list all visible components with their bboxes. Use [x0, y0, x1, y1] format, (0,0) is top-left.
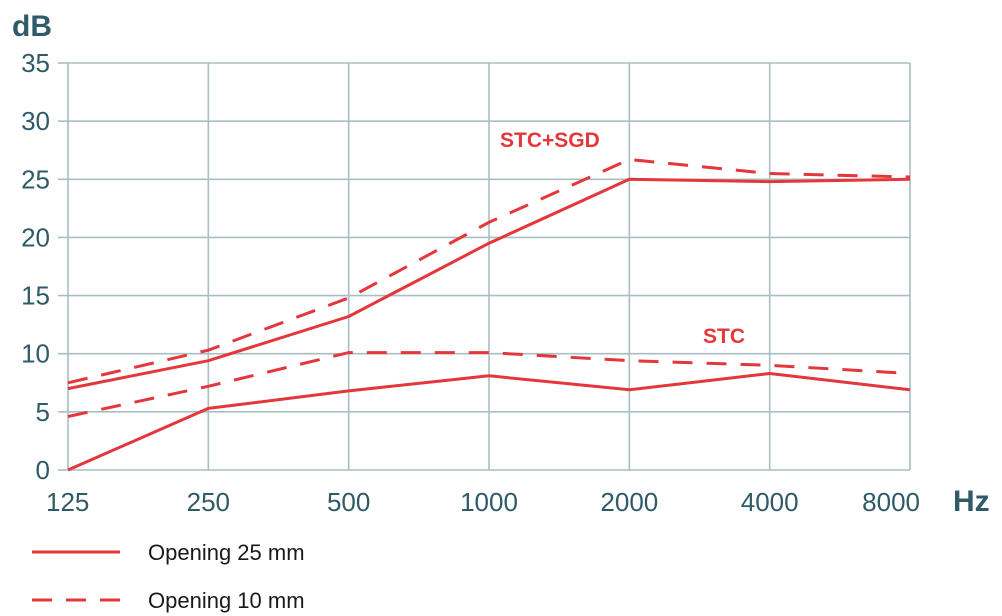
x-tick-label: 4000 — [741, 487, 799, 517]
legend: Opening 25 mm Opening 10 mm — [32, 540, 305, 613]
y-tick-label: 5 — [36, 397, 50, 427]
y-tick-label: 0 — [36, 455, 50, 485]
x-axis-unit: Hz — [953, 485, 990, 518]
y-axis-unit: dB — [12, 10, 52, 43]
series-line-stc-opening-25mm — [67, 372, 911, 472]
y-tick-labels: 0 5 10 15 20 25 30 35 — [21, 48, 50, 485]
x-tick-label: 2000 — [600, 487, 658, 517]
y-tick-label: 20 — [21, 222, 50, 252]
y-tick-label: 10 — [21, 339, 50, 369]
series-line-stc-sgd-opening-10mm — [67, 158, 911, 385]
x-tick-label: 500 — [327, 487, 370, 517]
legend-label-opening-10: Opening 10 mm — [148, 588, 305, 613]
y-tick-label: 35 — [21, 48, 50, 78]
x-tick-labels: 125 250 500 1000 2000 4000 8000 — [46, 487, 920, 517]
annotation-stc: STC — [703, 325, 745, 348]
y-tick-label: 30 — [21, 106, 50, 136]
grid — [58, 62, 911, 471]
series-line-stc-opening-10mm — [67, 351, 911, 418]
x-tick-label: 250 — [187, 487, 230, 517]
legend-label-opening-25: Opening 25 mm — [148, 540, 305, 565]
series-line-stc-sgd-opening-25mm — [67, 177, 911, 391]
x-tick-label: 125 — [46, 487, 89, 517]
annotation-stc-sgd: STC+SGD — [500, 129, 600, 152]
y-tick-label: 25 — [21, 164, 50, 194]
x-tick-label: 8000 — [862, 487, 920, 517]
x-tick-label: 1000 — [460, 487, 518, 517]
y-tick-label: 15 — [21, 281, 50, 311]
series-lines — [67, 158, 911, 472]
